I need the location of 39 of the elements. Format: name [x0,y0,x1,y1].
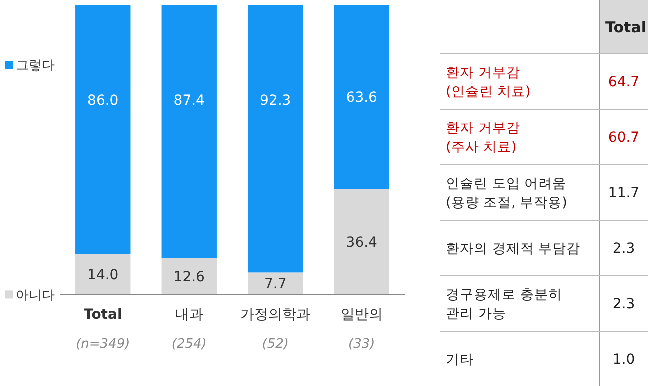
text: (n=349) [76,337,130,352]
x-tick-label: Total [84,306,122,323]
data-label: 92.3 [260,92,292,109]
data-label: 60.7 [608,130,640,146]
x-tick-label: 가정의학과 [240,306,311,323]
category-label: 환자 거부감 (인슐린 치료) [446,64,531,100]
data-label: 7.7 [264,276,287,293]
data-label: 36.4 [346,235,378,252]
legend-label: 아니다 [16,288,55,304]
bar [248,272,304,295]
category-label: 환자 거부감 (주사 치료) [446,120,520,156]
data-label: 14.0 [88,268,119,284]
text: (254) [172,337,207,352]
bar [334,189,390,295]
bar [162,258,217,295]
data-label: 63.6 [346,90,378,106]
bar [334,5,390,190]
category-label: 경구용제로 충분히 관리 가능 [446,286,562,322]
text: Total [606,18,646,36]
data-label: 11.7 [608,186,640,202]
data-label: 1.0 [612,352,636,368]
data-label: 64.7 [608,74,640,91]
bar [76,254,131,295]
data-label: 2.3 [612,241,636,258]
category-label: 환자의 경제적 부담감 [446,240,581,257]
legend-label: 그렇다 [16,58,55,74]
category-label: 인슐린 도입 어려움 (용량 조절, 부작용) [446,176,568,211]
category-label: 기타 [446,352,474,368]
bar [248,5,304,273]
text: (52) [262,337,289,352]
data-label: 2.3 [612,296,636,313]
data-label: 87.4 [174,92,206,109]
x-tick-label: 내과 [175,306,204,323]
bar [76,5,131,254]
data-label: 12.6 [174,270,206,286]
bar [162,5,217,258]
x-tick-label: 일반의 [340,306,383,323]
data-label: 86.0 [88,92,119,109]
text: (33) [348,337,376,352]
